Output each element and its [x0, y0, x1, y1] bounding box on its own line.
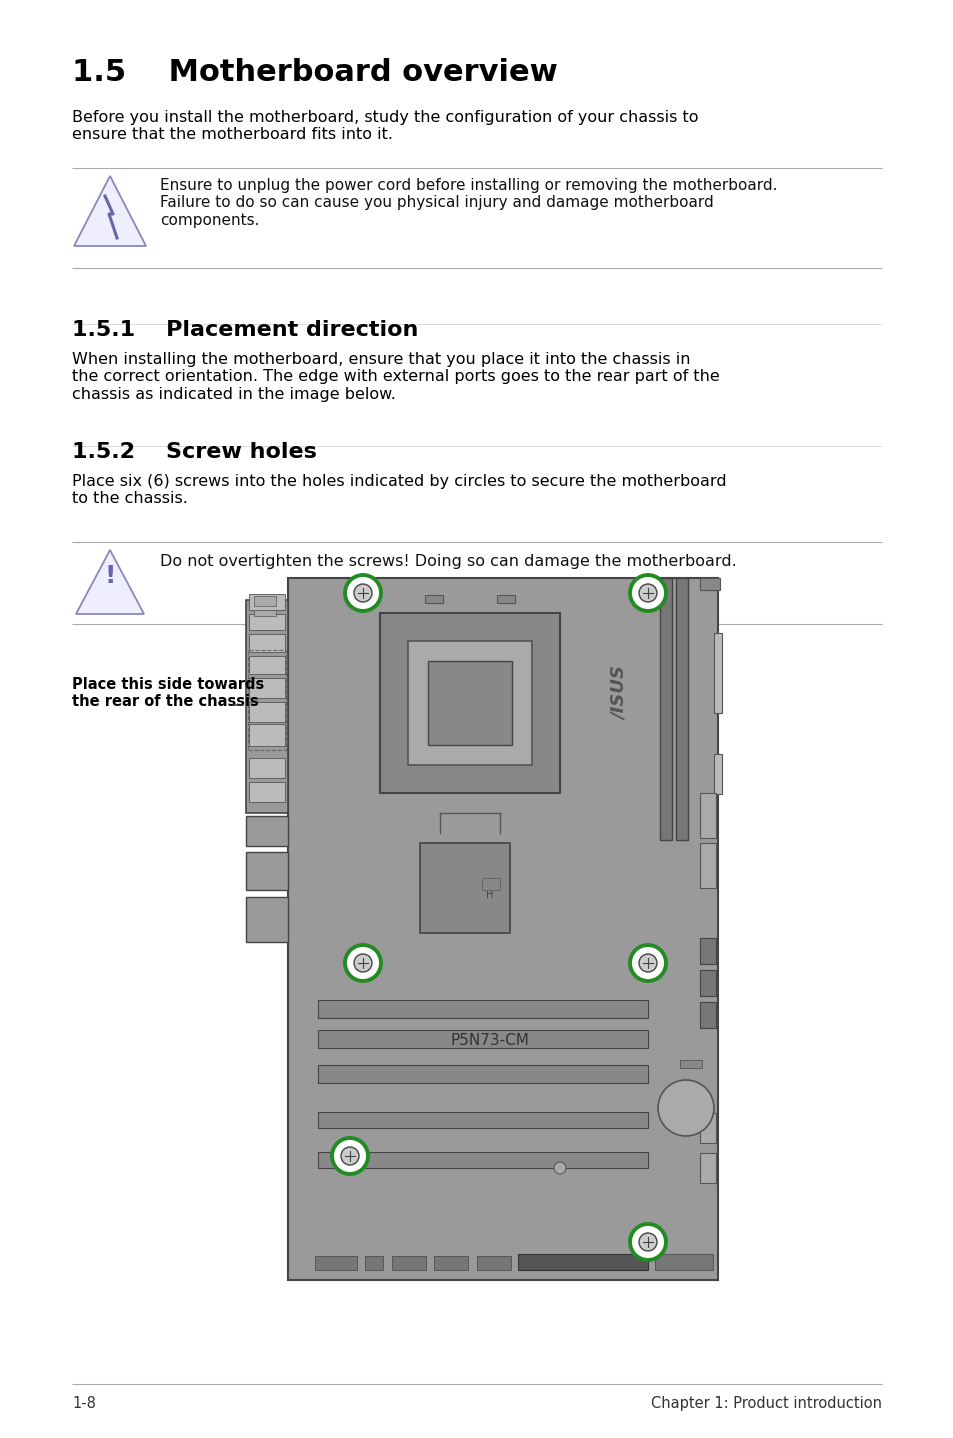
FancyBboxPatch shape: [246, 600, 288, 812]
Circle shape: [629, 575, 665, 611]
Circle shape: [554, 1162, 565, 1173]
FancyBboxPatch shape: [424, 595, 442, 603]
Circle shape: [639, 953, 657, 972]
FancyBboxPatch shape: [700, 938, 716, 963]
Text: When installing the motherboard, ensure that you place it into the chassis in
th: When installing the motherboard, ensure …: [71, 352, 719, 401]
FancyBboxPatch shape: [428, 661, 512, 745]
FancyBboxPatch shape: [246, 897, 288, 942]
FancyBboxPatch shape: [249, 758, 285, 778]
FancyBboxPatch shape: [700, 580, 718, 590]
FancyBboxPatch shape: [317, 1152, 647, 1168]
Circle shape: [629, 945, 665, 981]
Circle shape: [629, 1224, 665, 1260]
Text: Place this side towards
the rear of the chassis: Place this side towards the rear of the …: [71, 677, 264, 709]
FancyBboxPatch shape: [365, 1255, 382, 1270]
FancyBboxPatch shape: [700, 1113, 716, 1143]
Polygon shape: [76, 549, 144, 614]
FancyBboxPatch shape: [249, 782, 285, 802]
Text: !: !: [104, 564, 115, 588]
Text: 1.5    Motherboard overview: 1.5 Motherboard overview: [71, 58, 558, 88]
Circle shape: [354, 953, 372, 972]
FancyBboxPatch shape: [246, 851, 288, 890]
FancyBboxPatch shape: [700, 971, 716, 997]
Circle shape: [658, 1080, 713, 1136]
FancyBboxPatch shape: [713, 633, 721, 713]
FancyBboxPatch shape: [249, 656, 285, 674]
FancyBboxPatch shape: [408, 641, 532, 765]
Circle shape: [345, 945, 380, 981]
FancyBboxPatch shape: [700, 792, 716, 838]
FancyBboxPatch shape: [317, 999, 647, 1018]
FancyBboxPatch shape: [253, 595, 275, 605]
Text: P5N73-CM: P5N73-CM: [450, 1032, 529, 1048]
Text: 1-8: 1-8: [71, 1396, 95, 1411]
FancyBboxPatch shape: [317, 1112, 647, 1127]
FancyBboxPatch shape: [700, 578, 720, 590]
Text: Before you install the motherboard, study the configuration of your chassis to
e: Before you install the motherboard, stud…: [71, 109, 698, 142]
Text: /ISUS: /ISUS: [610, 666, 628, 720]
FancyBboxPatch shape: [517, 1254, 647, 1270]
FancyBboxPatch shape: [246, 815, 288, 846]
FancyBboxPatch shape: [317, 1030, 647, 1048]
Circle shape: [340, 1148, 358, 1165]
Polygon shape: [74, 175, 146, 246]
FancyBboxPatch shape: [676, 578, 687, 840]
FancyBboxPatch shape: [249, 594, 285, 610]
FancyBboxPatch shape: [249, 634, 285, 651]
FancyBboxPatch shape: [700, 1153, 716, 1183]
Circle shape: [345, 575, 380, 611]
FancyBboxPatch shape: [379, 613, 559, 792]
Circle shape: [332, 1137, 368, 1173]
FancyBboxPatch shape: [249, 677, 285, 697]
FancyBboxPatch shape: [253, 610, 275, 615]
FancyBboxPatch shape: [659, 578, 671, 840]
Text: 1.5.1    Placement direction: 1.5.1 Placement direction: [71, 321, 418, 339]
Circle shape: [639, 584, 657, 603]
Circle shape: [639, 1232, 657, 1251]
FancyBboxPatch shape: [419, 843, 510, 933]
FancyBboxPatch shape: [317, 1066, 647, 1083]
FancyBboxPatch shape: [288, 578, 718, 1280]
FancyBboxPatch shape: [314, 1255, 356, 1270]
FancyBboxPatch shape: [434, 1255, 468, 1270]
Text: H: H: [486, 890, 493, 900]
FancyBboxPatch shape: [679, 1060, 701, 1068]
FancyBboxPatch shape: [392, 1255, 426, 1270]
Text: Chapter 1: Product introduction: Chapter 1: Product introduction: [650, 1396, 882, 1411]
Text: ...: ...: [700, 580, 708, 590]
FancyBboxPatch shape: [713, 754, 721, 794]
Text: Do not overtighten the screws! Doing so can damage the motherboard.: Do not overtighten the screws! Doing so …: [160, 554, 736, 569]
FancyBboxPatch shape: [700, 1002, 716, 1028]
Text: 1.5.2    Screw holes: 1.5.2 Screw holes: [71, 441, 316, 462]
FancyBboxPatch shape: [249, 614, 285, 630]
FancyBboxPatch shape: [700, 843, 716, 889]
FancyBboxPatch shape: [249, 723, 285, 746]
Text: Place six (6) screws into the holes indicated by circles to secure the motherboa: Place six (6) screws into the holes indi…: [71, 475, 726, 506]
FancyBboxPatch shape: [655, 1254, 712, 1270]
Text: Ensure to unplug the power cord before installing or removing the motherboard.
F: Ensure to unplug the power cord before i…: [160, 178, 777, 227]
FancyBboxPatch shape: [476, 1255, 511, 1270]
FancyBboxPatch shape: [497, 595, 515, 603]
Circle shape: [354, 584, 372, 603]
FancyBboxPatch shape: [249, 702, 285, 722]
